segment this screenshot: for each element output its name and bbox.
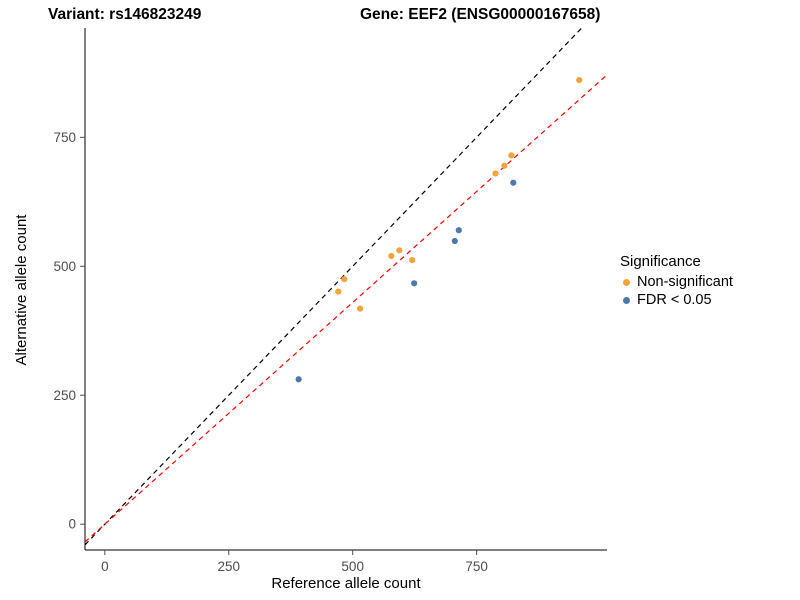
- y-tick-label: 750: [53, 130, 76, 145]
- data-point-non-significant: [409, 257, 416, 264]
- data-point-non-significant: [357, 305, 364, 312]
- plot-panel: [85, 28, 607, 546]
- y-axis-label: Alternative allele count: [13, 214, 30, 366]
- data-point-non-significant: [492, 170, 499, 177]
- data-point-fdr: [510, 179, 517, 186]
- x-tick-label: 250: [217, 559, 240, 574]
- gene-title: Gene: EEF2 (ENSG00000167658): [360, 6, 601, 23]
- identity-line: [85, 28, 583, 546]
- y-tick-label: 0: [68, 517, 76, 532]
- legend-swatch-blue-dot: [623, 296, 630, 304]
- x-tick-label: 750: [465, 559, 488, 574]
- legend-item-non-significant: Non-significant: [620, 273, 733, 291]
- legend-title: Significance: [620, 253, 701, 270]
- data-point-non-significant: [576, 76, 583, 84]
- data-point-non-significant: [388, 252, 395, 260]
- data-point-fdr: [411, 280, 418, 287]
- variant-title: Variant: rs146823249: [48, 6, 202, 23]
- data-point-fdr: [451, 237, 458, 245]
- y-tick-label: 250: [53, 388, 76, 403]
- data-point-non-significant: [335, 288, 342, 295]
- legend: Significance Non-significant FDR < 0.05: [620, 253, 733, 309]
- fit-line: [85, 74, 607, 543]
- data-point-non-significant: [396, 247, 403, 254]
- data-point-fdr: [455, 227, 462, 234]
- data-point-fdr: [295, 376, 302, 383]
- data-point-non-significant: [508, 152, 515, 159]
- data-point-non-significant: [341, 276, 348, 283]
- legend-swatch-orange-dot: [623, 278, 630, 286]
- data-point-non-significant: [501, 162, 508, 169]
- legend-item-fdr: FDR < 0.05: [620, 291, 733, 309]
- y-tick-label: 500: [53, 259, 76, 274]
- legend-label-fdr: FDR < 0.05: [637, 292, 712, 308]
- x-axis-label: Reference allele count: [271, 575, 421, 592]
- legend-label-non-significant: Non-significant: [637, 274, 733, 290]
- x-tick-label: 500: [341, 559, 364, 574]
- x-tick-label: 0: [101, 559, 109, 574]
